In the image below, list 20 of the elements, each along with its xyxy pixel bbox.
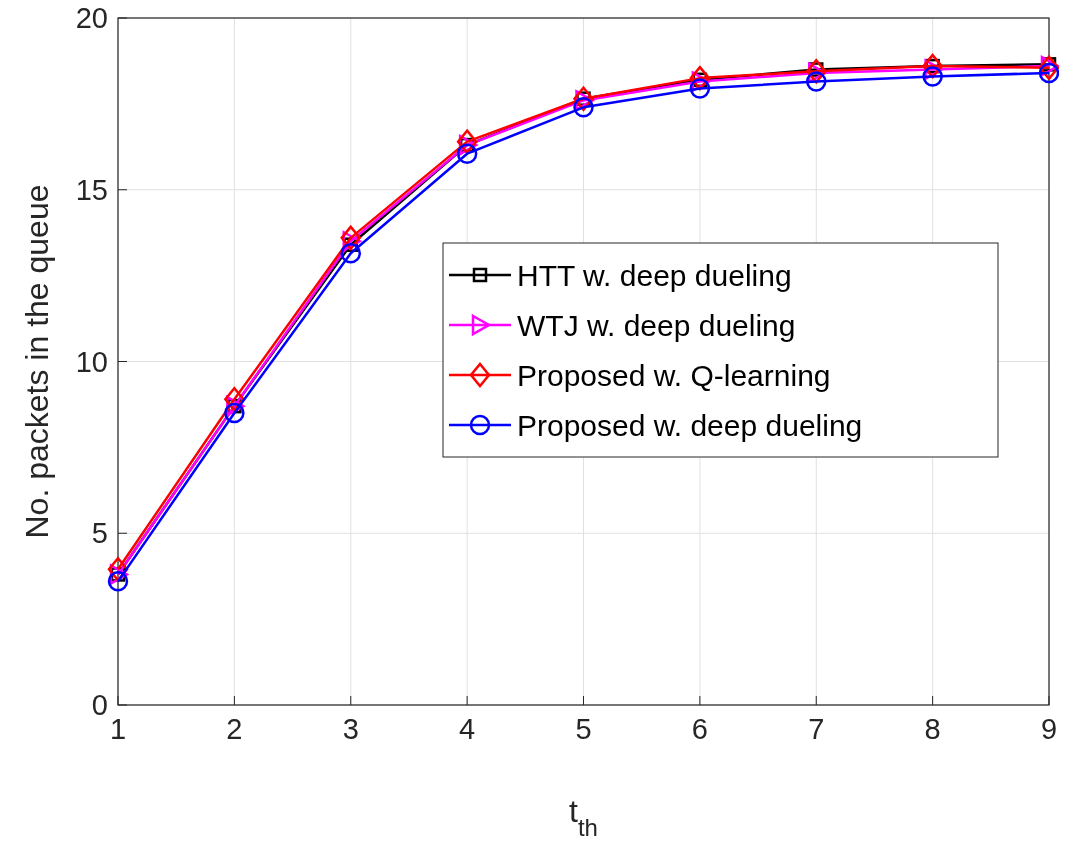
y-tick-label: 20 (75, 2, 108, 34)
y-tick-label: 10 (75, 345, 108, 378)
y-axis-title: No. packets in the queue (19, 184, 55, 539)
x-tick-label: 3 (342, 713, 359, 745)
x-tick-label: 7 (808, 713, 825, 745)
x-tick-label: 4 (459, 713, 476, 745)
legend-label: WTJ w. deep dueling (517, 309, 796, 342)
x-tick-label: 1 (109, 713, 127, 745)
y-tick-label: 5 (91, 517, 108, 550)
x-tick-label: 5 (575, 713, 592, 745)
x-axis-title: t$_{th}$ (569, 793, 598, 841)
legend-label: HTT w. deep dueling (517, 259, 792, 292)
x-tick-label: 2 (226, 713, 243, 745)
x-tick-label: 9 (1040, 713, 1058, 745)
legend-label: Proposed w. deep dueling (517, 409, 863, 442)
y-tick-label: 0 (91, 689, 108, 721)
x-tick-label: 8 (924, 713, 941, 745)
legend-label: Proposed w. Q-learning (517, 359, 831, 392)
y-tick-label: 15 (75, 173, 108, 206)
x-tick-label: 6 (691, 713, 708, 745)
